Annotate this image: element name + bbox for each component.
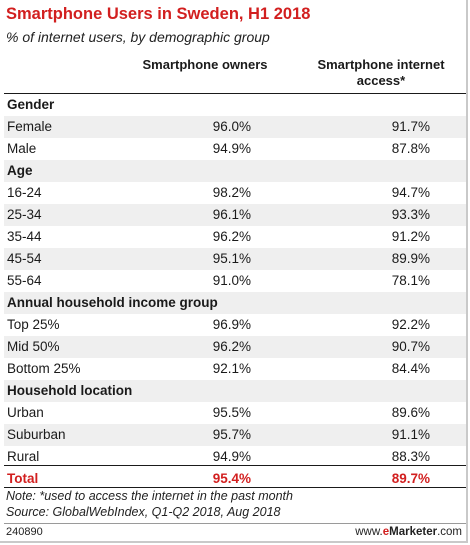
total-divider bbox=[4, 465, 466, 466]
brand-prefix: www. bbox=[355, 526, 383, 538]
smartphone-owners-value: 98.2% bbox=[212, 185, 251, 200]
smartphone-owners-value: 96.2% bbox=[212, 339, 251, 354]
table-row-label: Mid 50% bbox=[7, 339, 60, 354]
section-header-label: Annual household income group bbox=[7, 295, 218, 310]
table-row-label: Urban bbox=[7, 405, 44, 420]
section-header: Household location bbox=[4, 380, 466, 402]
chart-id: 240890 bbox=[6, 526, 43, 538]
smartphone-internet-access-value: 88.3% bbox=[391, 449, 430, 464]
section-header: Gender bbox=[4, 94, 466, 116]
table-row: Female 96.0% 91.7% bbox=[4, 116, 466, 138]
table-row-label: Female bbox=[7, 119, 53, 134]
table-row-label: Rural bbox=[7, 449, 40, 464]
smartphone-internet-access-value: 91.2% bbox=[391, 229, 430, 244]
table-row: Mid 50% 96.2% 90.7% bbox=[4, 336, 466, 358]
table-row: Urban 95.5% 89.6% bbox=[4, 402, 466, 424]
smartphone-internet-access-value: 84.4% bbox=[391, 361, 430, 376]
total-smartphone-internet-access-value: 89.7% bbox=[391, 471, 430, 486]
table-row: Rural 94.9% 88.3% bbox=[4, 446, 466, 468]
smartphone-owners-value: 96.9% bbox=[212, 317, 251, 332]
footnote: Note: *used to access the internet in th… bbox=[6, 489, 293, 503]
brand-e: e bbox=[382, 526, 390, 538]
smartphone-internet-access-value: 92.2% bbox=[391, 317, 430, 332]
section-header-label: Gender bbox=[7, 97, 55, 112]
table-row-label: Top 25% bbox=[7, 317, 60, 332]
table-row-label: Male bbox=[7, 141, 37, 156]
smartphone-owners-value: 94.9% bbox=[212, 449, 251, 464]
smartphone-owners-value: 95.5% bbox=[212, 405, 251, 420]
smartphone-owners-value: 94.9% bbox=[212, 141, 251, 156]
table-row-label: 55-64 bbox=[7, 273, 42, 288]
brand-logo: www.eMarketer.com bbox=[355, 526, 462, 538]
column-header-smartphone-internet-access: Smartphone internet access* bbox=[317, 57, 445, 88]
table-row-label: Suburban bbox=[7, 427, 66, 442]
table-row: 25-34 96.1% 93.3% bbox=[4, 204, 466, 226]
brand-suffix: .com bbox=[437, 526, 462, 538]
smartphone-internet-access-value: 93.3% bbox=[391, 207, 430, 222]
table-row-label: 45-54 bbox=[7, 251, 42, 266]
smartphone-internet-access-value: 87.8% bbox=[391, 141, 430, 156]
smartphone-owners-value: 92.1% bbox=[212, 361, 251, 376]
total-label: Total bbox=[7, 471, 39, 486]
smartphone-internet-access-value: 90.7% bbox=[391, 339, 430, 354]
table-row: 55-64 91.0% 78.1% bbox=[4, 270, 466, 292]
smartphone-internet-access-value: 91.7% bbox=[391, 119, 430, 134]
footer-divider bbox=[4, 523, 466, 524]
smartphone-owners-value: 95.7% bbox=[212, 427, 251, 442]
section-header: Age bbox=[4, 160, 466, 182]
table-row-label: 35-44 bbox=[7, 229, 42, 244]
total-smartphone-owners-value: 95.4% bbox=[212, 471, 251, 486]
table-row: Male 94.9% 87.8% bbox=[4, 138, 466, 160]
table-row: 35-44 96.2% 91.2% bbox=[4, 226, 466, 248]
table-row: 45-54 95.1% 89.9% bbox=[4, 248, 466, 270]
chart-subtitle: % of internet users, by demographic grou… bbox=[6, 29, 270, 45]
smartphone-owners-value: 96.0% bbox=[212, 119, 251, 134]
smartphone-owners-value: 96.2% bbox=[212, 229, 251, 244]
table-row-label: 25-34 bbox=[7, 207, 42, 222]
smartphone-internet-access-value: 94.7% bbox=[391, 185, 430, 200]
column-header-smartphone-owners: Smartphone owners bbox=[142, 57, 268, 72]
header-divider bbox=[4, 93, 466, 94]
smartphone-owners-value: 96.1% bbox=[212, 207, 251, 222]
source-note: Source: GlobalWebIndex, Q1-Q2 2018, Aug … bbox=[6, 505, 281, 519]
table-row: Top 25% 96.9% 92.2% bbox=[4, 314, 466, 336]
table-row: Suburban 95.7% 91.1% bbox=[4, 424, 466, 446]
note-divider bbox=[4, 487, 466, 488]
table-row: 16-24 98.2% 94.7% bbox=[4, 182, 466, 204]
table-row: Bottom 25% 92.1% 84.4% bbox=[4, 358, 466, 380]
smartphone-internet-access-value: 91.1% bbox=[391, 427, 430, 442]
section-header-label: Household location bbox=[7, 383, 133, 398]
table-row-label: 16-24 bbox=[7, 185, 42, 200]
smartphone-owners-value: 91.0% bbox=[212, 273, 251, 288]
section-header-label: Age bbox=[7, 163, 33, 178]
smartphone-internet-access-value: 89.6% bbox=[391, 405, 430, 420]
smartphone-owners-value: 95.1% bbox=[212, 251, 251, 266]
smartphone-internet-access-value: 89.9% bbox=[391, 251, 430, 266]
brand-name: Marketer bbox=[389, 526, 438, 538]
section-header: Annual household income group bbox=[4, 292, 466, 314]
smartphone-internet-access-value: 78.1% bbox=[391, 273, 430, 288]
chart-title: Smartphone Users in Sweden, H1 2018 bbox=[6, 5, 311, 23]
total-row: Total 95.4% 89.7% bbox=[4, 468, 466, 490]
table-row-label: Bottom 25% bbox=[7, 361, 81, 376]
